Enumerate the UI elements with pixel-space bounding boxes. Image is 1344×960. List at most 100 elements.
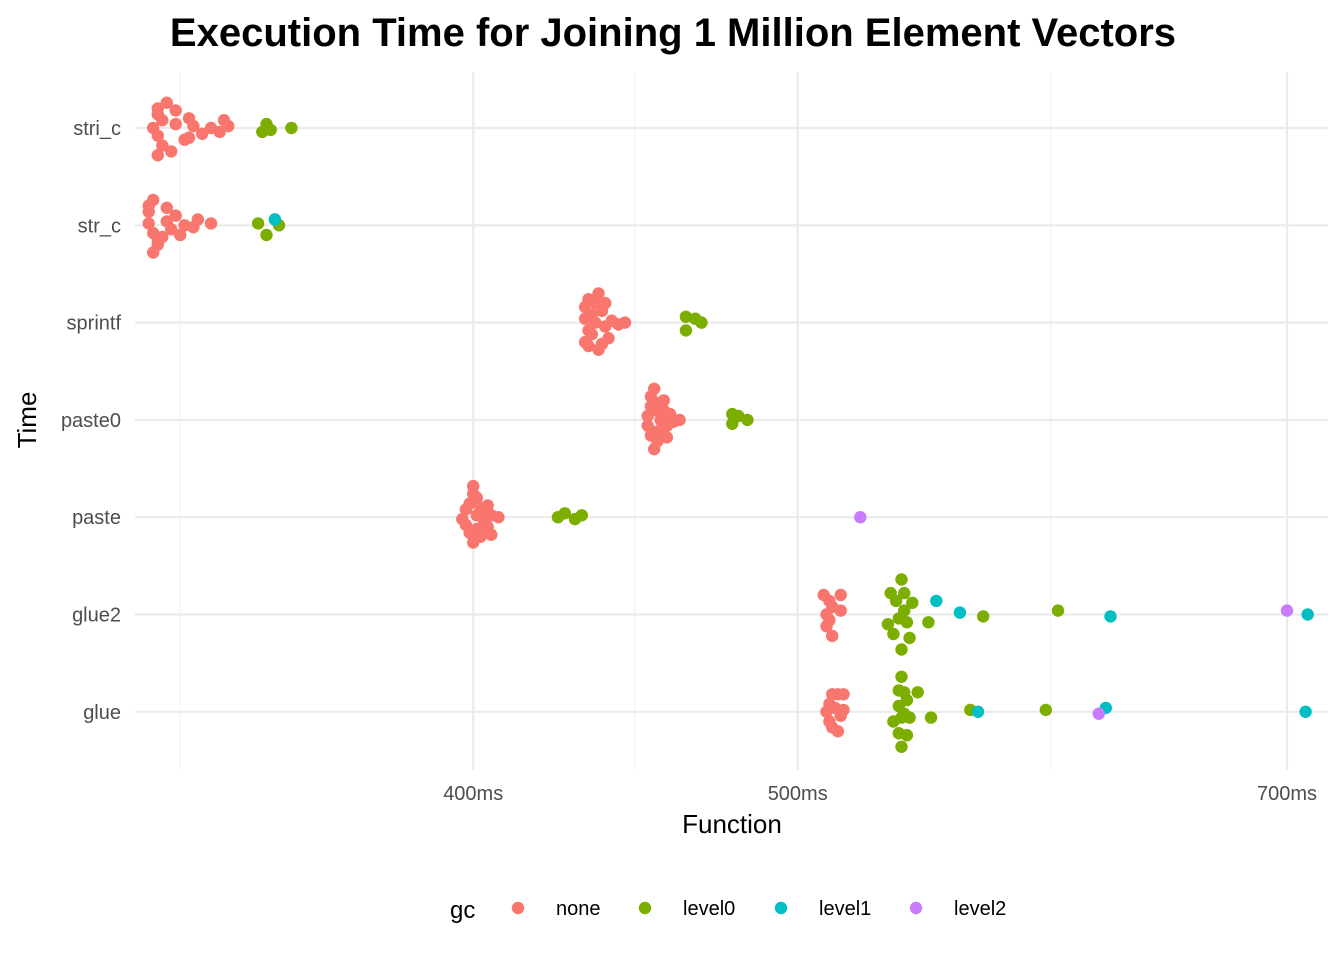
chart-title: Execution Time for Joining 1 Million Ele… xyxy=(170,11,1176,55)
point-none xyxy=(169,209,182,222)
legend-key-level0 xyxy=(638,901,652,915)
series-level1 xyxy=(268,213,1314,718)
point-level1 xyxy=(930,594,943,608)
point-none xyxy=(142,205,155,218)
point-none xyxy=(823,614,836,627)
point-none xyxy=(595,337,609,351)
legend: gc none level0 level1 level2 xyxy=(450,897,1006,924)
point-none xyxy=(589,296,602,310)
point-none xyxy=(826,629,839,643)
point-level0 xyxy=(977,610,990,623)
point-none xyxy=(831,725,845,738)
point-none xyxy=(147,193,160,207)
point-none xyxy=(204,217,218,230)
point-level1 xyxy=(971,705,985,718)
point-none xyxy=(648,382,661,395)
x-axis-title: Function xyxy=(682,809,782,839)
point-none xyxy=(222,119,235,133)
y-tick-label: sprintf xyxy=(67,313,122,335)
series-none xyxy=(142,96,850,738)
legend-item-none: none xyxy=(511,898,601,920)
point-none xyxy=(592,287,605,300)
point-level0 xyxy=(900,616,914,629)
point-level1 xyxy=(953,606,967,619)
point-none xyxy=(169,104,182,117)
point-level0 xyxy=(906,596,919,609)
point-none xyxy=(142,217,155,230)
point-level0 xyxy=(1051,604,1065,617)
legend-key-level1 xyxy=(774,901,788,915)
point-none xyxy=(156,139,169,152)
point-level0 xyxy=(285,121,298,135)
point-none xyxy=(481,499,494,512)
point-level0 xyxy=(924,711,938,724)
point-level0 xyxy=(695,316,708,329)
legend-items: none level0 level1 level2 xyxy=(511,898,1006,920)
point-level0 xyxy=(889,594,903,608)
point-none xyxy=(582,339,595,353)
y-tick-label: glue xyxy=(83,702,121,724)
point-none xyxy=(492,511,505,524)
point-none xyxy=(191,213,204,226)
point-none xyxy=(196,127,209,140)
point-none xyxy=(165,223,178,236)
point-none xyxy=(837,703,850,717)
legend-label: level0 xyxy=(683,898,735,920)
point-level1 xyxy=(268,213,282,226)
point-none xyxy=(187,119,200,133)
point-level0 xyxy=(922,616,935,629)
point-level0 xyxy=(1039,703,1053,717)
point-level0 xyxy=(887,715,900,728)
point-none xyxy=(474,530,487,543)
point-none xyxy=(160,96,173,109)
point-none xyxy=(467,487,480,500)
legend-key-level2 xyxy=(909,901,923,915)
point-level0 xyxy=(895,573,908,586)
point-none xyxy=(174,228,187,242)
legend-item-level1: level1 xyxy=(774,898,871,920)
point-level0 xyxy=(895,670,908,683)
point-none xyxy=(169,117,182,131)
point-none xyxy=(673,413,686,427)
point-level0 xyxy=(903,711,916,724)
point-none xyxy=(585,308,598,321)
point-level2 xyxy=(1280,604,1294,617)
point-level1 xyxy=(1301,608,1314,621)
point-level2 xyxy=(1092,707,1106,720)
point-none xyxy=(151,108,164,121)
point-none xyxy=(151,234,164,248)
point-none xyxy=(837,688,850,701)
legend-label: level2 xyxy=(954,898,1006,920)
legend-label: none xyxy=(556,898,601,920)
x-axis-tick-labels: 400ms 500ms 700ms xyxy=(443,783,1317,805)
point-level0 xyxy=(887,627,900,641)
y-axis-title: Time xyxy=(12,392,42,449)
point-level0 xyxy=(251,217,265,230)
point-none xyxy=(654,396,667,409)
point-level0 xyxy=(903,631,916,645)
point-none xyxy=(651,425,664,438)
x-tick-label: 500ms xyxy=(768,783,828,805)
x-tick-label: 400ms xyxy=(443,783,503,805)
point-level0 xyxy=(741,413,754,427)
point-none xyxy=(485,528,498,541)
point-level0 xyxy=(911,686,924,699)
point-none xyxy=(826,600,839,613)
point-none xyxy=(599,296,612,310)
point-none xyxy=(165,145,178,158)
y-tick-label: stri_c xyxy=(73,118,121,140)
point-level2 xyxy=(854,511,867,524)
legend-item-level2: level2 xyxy=(909,898,1006,920)
series-level2 xyxy=(854,511,1294,720)
point-none xyxy=(585,328,598,341)
x-tick-label: 700ms xyxy=(1257,783,1317,805)
y-tick-label: glue2 xyxy=(72,605,121,627)
y-tick-label: paste xyxy=(72,507,121,529)
point-level0 xyxy=(679,310,693,323)
legend-label: level1 xyxy=(819,898,871,920)
data-points xyxy=(142,96,1314,753)
point-level0 xyxy=(260,228,273,242)
point-none xyxy=(618,316,632,329)
point-none xyxy=(660,431,674,444)
point-none xyxy=(651,435,664,448)
